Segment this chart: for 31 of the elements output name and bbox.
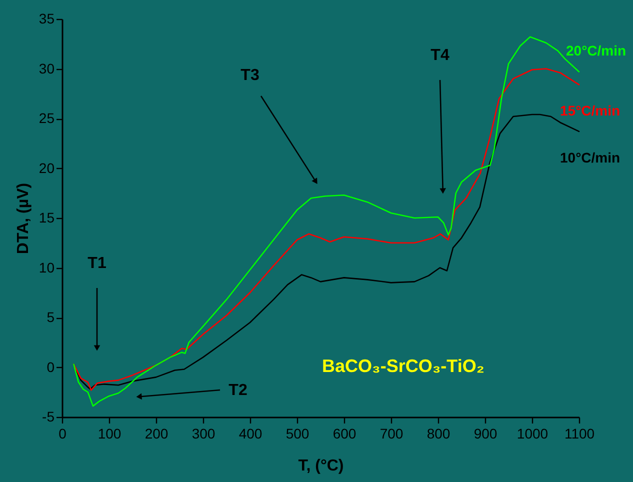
x-tick-label: 500 bbox=[286, 426, 310, 442]
annotation: T2 bbox=[228, 382, 248, 399]
x-tick-label: 0 bbox=[58, 426, 67, 442]
series-label: 20°C/min bbox=[566, 42, 626, 59]
x-axis-title: T, (°C) bbox=[298, 458, 344, 474]
y-tick-label: 5 bbox=[46, 309, 55, 325]
y-tick-label: -5 bbox=[42, 408, 55, 424]
y-tick-label: 35 bbox=[38, 10, 55, 26]
x-tick-label: 1000 bbox=[516, 426, 548, 442]
series-label: 10°C/min bbox=[560, 149, 620, 166]
y-tick-label: 20 bbox=[38, 160, 55, 176]
x-tick-label: 600 bbox=[332, 426, 356, 442]
y-tick-label: 30 bbox=[38, 60, 55, 76]
x-tick-label: 400 bbox=[238, 426, 262, 442]
y-tick-label: 0 bbox=[46, 358, 55, 375]
y-axis-title: DTA, (µV) bbox=[14, 182, 32, 254]
x-tick-label: 700 bbox=[380, 426, 404, 442]
annotation: BaCO₃-SrCO₃-TiO₂ bbox=[322, 356, 484, 376]
x-tick-label: 1100 bbox=[564, 426, 595, 442]
annotation: T1 bbox=[88, 255, 106, 272]
series-label: 15°C/min bbox=[560, 102, 620, 119]
y-tick-label: 25 bbox=[38, 110, 55, 126]
annotation: T3 bbox=[240, 67, 260, 84]
x-tick-label: 300 bbox=[192, 426, 216, 442]
y-tick-label: 15 bbox=[38, 210, 55, 226]
x-tick-label: 200 bbox=[144, 426, 168, 442]
x-tick-label: 800 bbox=[426, 426, 450, 442]
annotation: T4 bbox=[430, 47, 450, 64]
x-tick-label: 900 bbox=[474, 426, 498, 442]
x-tick-label: 100 bbox=[98, 426, 122, 442]
y-tick-label: 10 bbox=[38, 259, 55, 276]
